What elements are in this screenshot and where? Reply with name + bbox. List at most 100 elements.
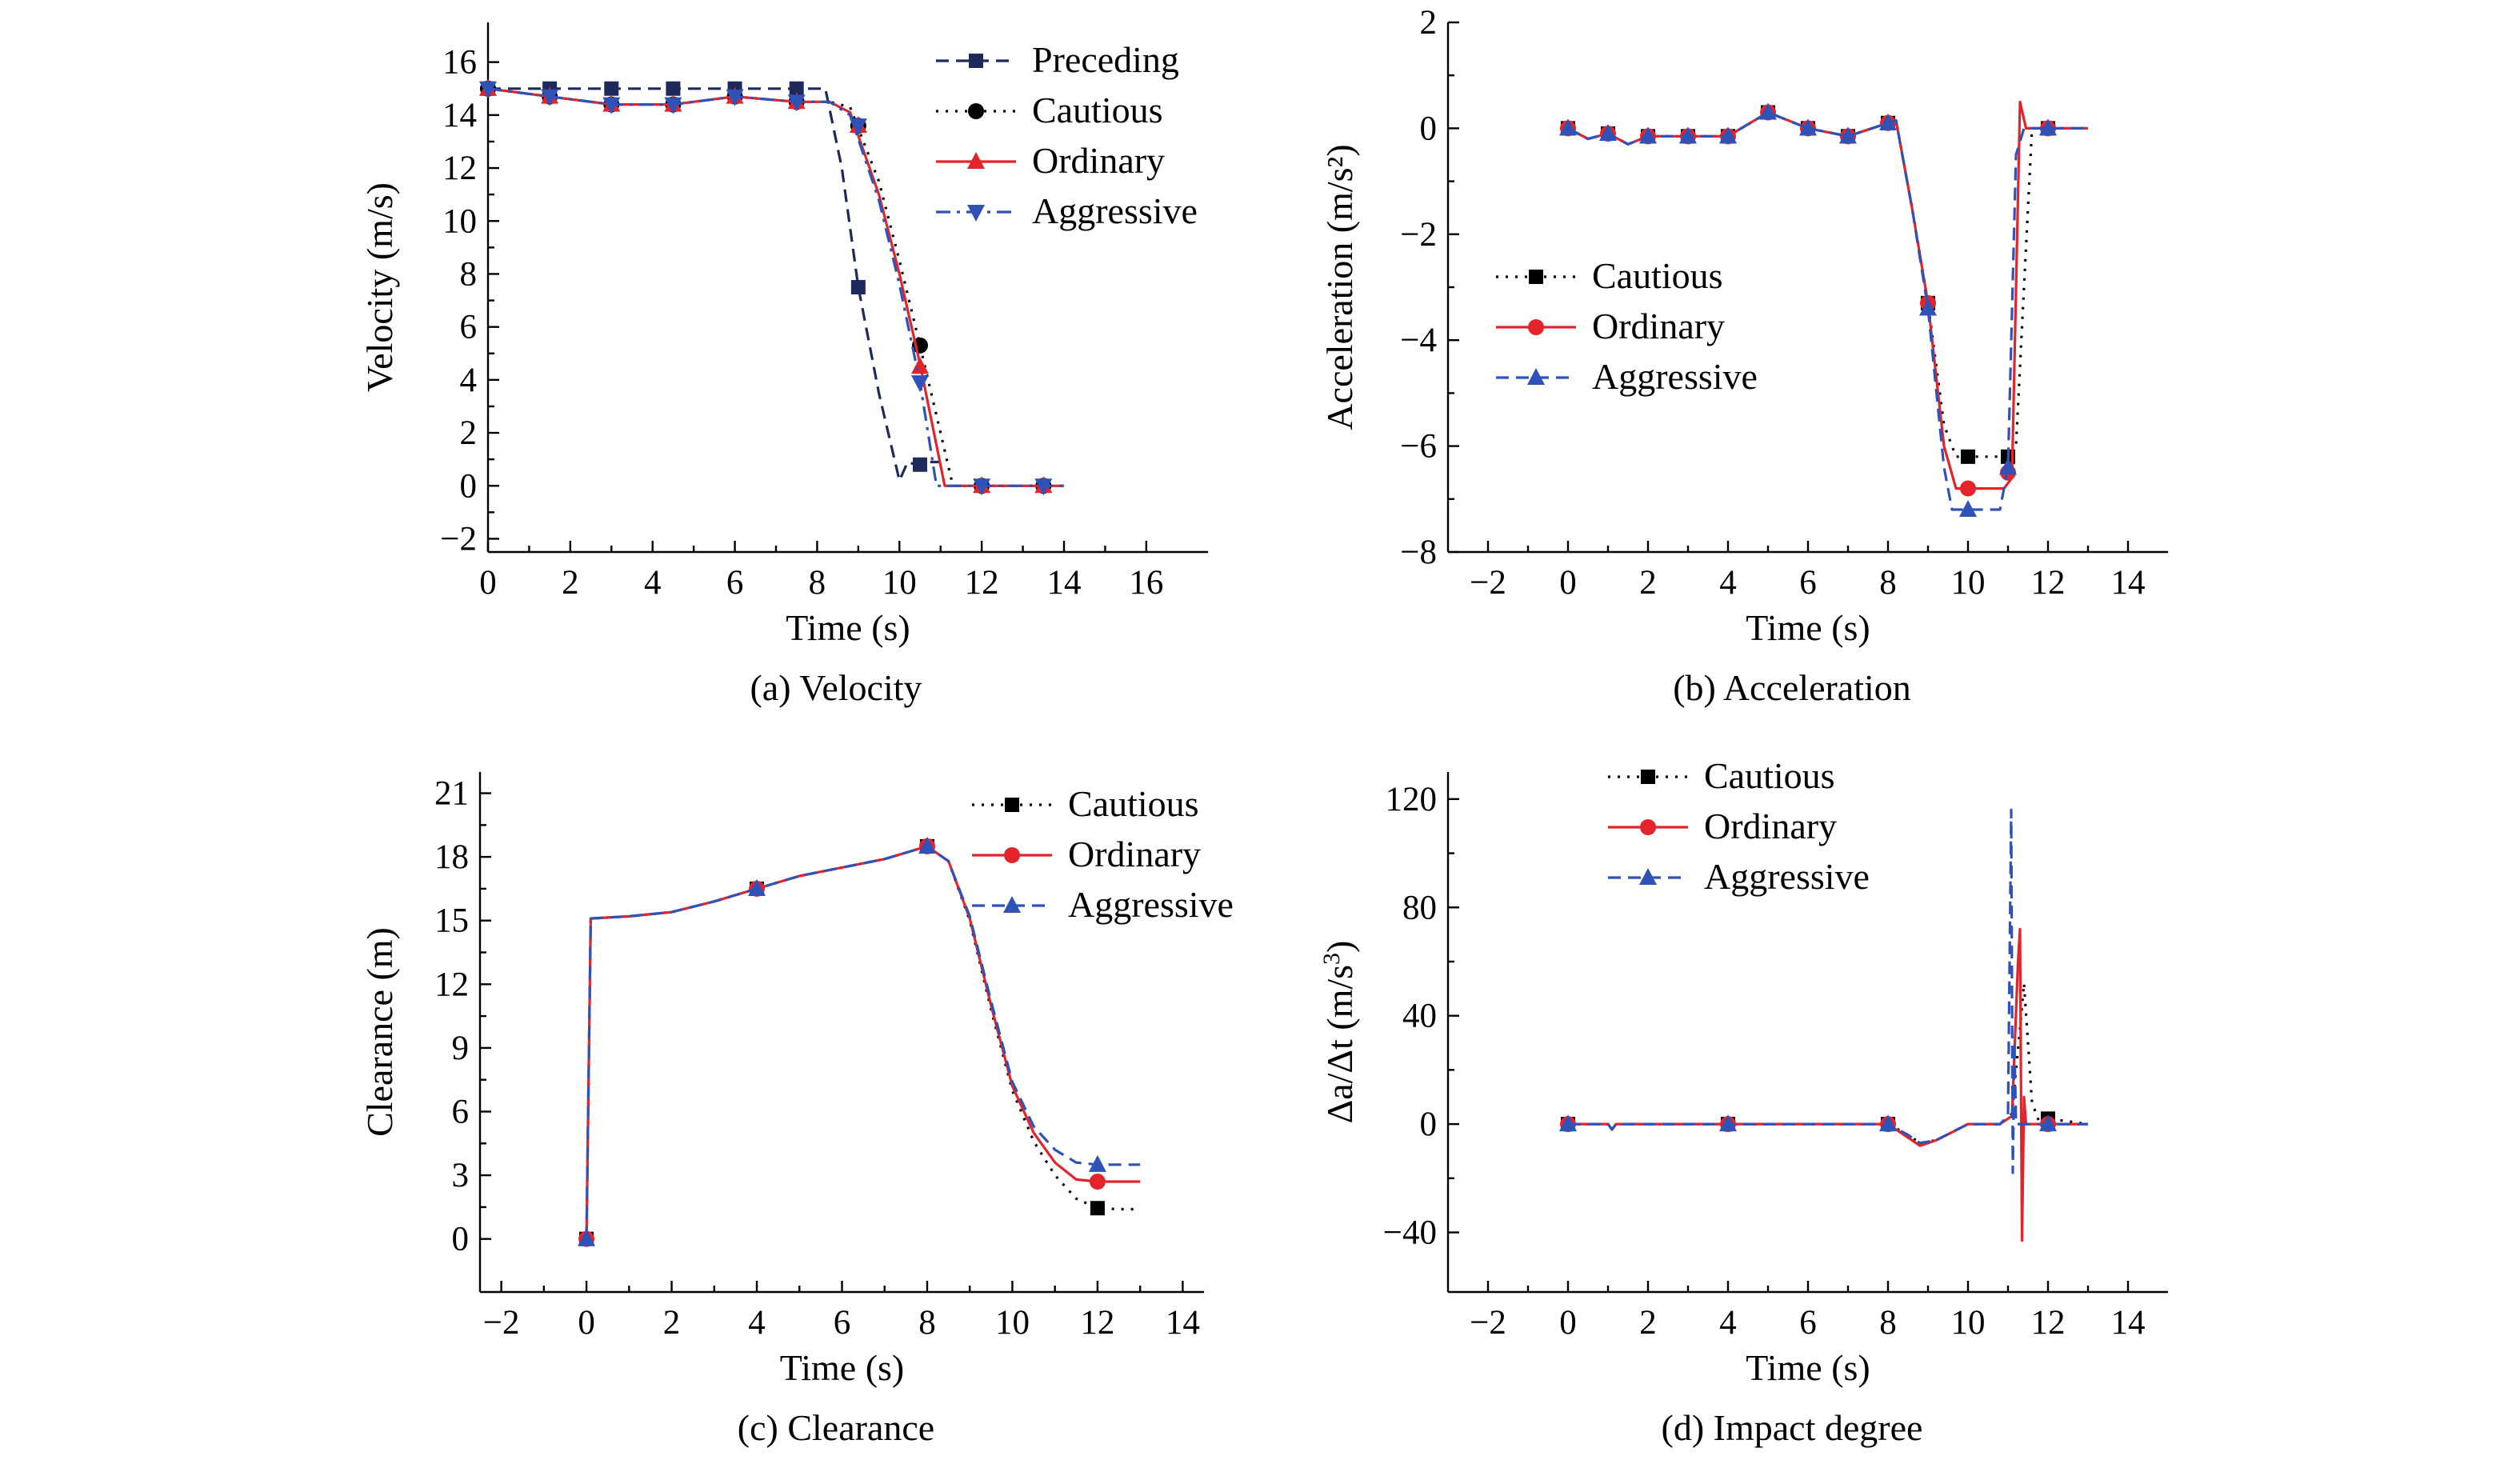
y-tick-label: 120 (1386, 781, 1438, 818)
x-tick-label: 4 (644, 564, 662, 602)
legend-label: Ordinary (1592, 306, 1725, 346)
x-tick-label: 8 (809, 564, 826, 602)
y-tick-label: 21 (434, 775, 469, 813)
data-point (1961, 449, 1975, 464)
legend-label: Ordinary (1704, 806, 1837, 846)
x-tick-label: 14 (1166, 1304, 1200, 1342)
data-point (1089, 1174, 1106, 1190)
data-point (911, 375, 929, 393)
y-tick-label: 0 (1420, 1106, 1438, 1143)
legend-marker (1527, 368, 1545, 385)
series-line (488, 87, 941, 482)
legend-entry: Cautious (972, 783, 1199, 824)
legend-label: Aggressive (1068, 884, 1234, 925)
y-tick-label: −8 (1400, 534, 1437, 571)
data-point (918, 836, 936, 854)
data-point (1999, 458, 2017, 475)
data-point (604, 81, 619, 96)
y-tick-label: 0 (1420, 110, 1438, 147)
legend-label: Cautious (1704, 755, 1835, 796)
data-point (479, 81, 497, 98)
x-tick-label: 0 (479, 564, 497, 602)
y-tick-label: 12 (434, 966, 469, 1003)
legend-entry: Aggressive (972, 884, 1234, 925)
data-point (1559, 1114, 1577, 1132)
x-tick-label: 10 (882, 564, 917, 602)
legend-entry: Cautious (1496, 255, 1723, 296)
legend-label: Cautious (1068, 783, 1199, 824)
x-tick-label: 6 (726, 564, 744, 602)
y-axis-label-main: Δa/Δt (m/s (1319, 965, 1360, 1123)
y-tick-label: 2 (460, 414, 478, 452)
series-line (585, 845, 1141, 1239)
x-tick-label: 14 (1047, 564, 1082, 602)
x-tick-label: 6 (834, 1304, 851, 1342)
y-tick-label: 6 (460, 309, 478, 346)
chart-acceleration: −2 0 2 4 6 8 10 12 14 −8 −6 −4 −2 0 2 Time (s) Accelerat… (1319, 4, 2168, 708)
y-tick-label: −2 (1400, 216, 1437, 254)
legend-label: Ordinary (1068, 834, 1201, 874)
legend-marker (968, 103, 984, 119)
series-aggressive (1559, 808, 2088, 1174)
data-point (666, 81, 681, 96)
y-tick-label: 40 (1402, 998, 1437, 1035)
data-point (1599, 124, 1617, 142)
x-tick-label: 4 (1719, 1304, 1737, 1342)
legend-marker (1003, 896, 1021, 913)
y-tick-label: 6 (452, 1093, 470, 1130)
chart-caption: (c) Clearance (738, 1407, 934, 1448)
x-axis-label: Time (s) (1746, 607, 1870, 648)
data-point (849, 118, 867, 136)
y-tick-label: −40 (1383, 1214, 1437, 1252)
chart-caption: (d) Impact degree (1662, 1407, 1923, 1448)
y-tick-label: 0 (452, 1221, 470, 1258)
series-line (1568, 927, 2088, 1242)
legend-entry: Preceding (936, 39, 1179, 80)
legend-marker (1640, 819, 1656, 835)
y-tick-label: 12 (442, 150, 477, 187)
y-tick-label: 80 (1402, 889, 1437, 926)
x-tick-label: 12 (2031, 1304, 2066, 1342)
series-cautious (579, 838, 1141, 1246)
legend-label: Preceding (1032, 39, 1179, 80)
y-tick-label: 4 (460, 362, 478, 399)
x-tick-label: 8 (918, 1304, 936, 1342)
legend-label: Ordinary (1032, 140, 1165, 181)
legend-entry: Aggressive (936, 190, 1198, 231)
x-tick-label: 6 (1799, 1304, 1817, 1342)
data-point (664, 97, 682, 114)
data-point (911, 357, 929, 374)
series-line (487, 87, 1064, 487)
y-tick-label: 14 (442, 97, 477, 134)
y-tick-label: −4 (1400, 322, 1437, 359)
series-line (585, 845, 1141, 1239)
series-line (487, 87, 1064, 487)
y-tick-label: 15 (434, 902, 469, 940)
x-tick-label: 8 (1879, 564, 1897, 602)
series-aggressive (578, 836, 1141, 1246)
legend-label: Cautious (1032, 90, 1163, 130)
x-tick-label: 6 (1799, 564, 1817, 602)
y-tick-label: 0 (460, 467, 478, 505)
series-line (585, 845, 1141, 1239)
x-tick-label: 12 (1080, 1304, 1114, 1342)
legend-label: Aggressive (1032, 190, 1198, 231)
series-ordinary (479, 78, 1064, 494)
legend-entry: Aggressive (1496, 356, 1758, 397)
legend-entry: Ordinary (936, 140, 1165, 181)
x-tick-label: 12 (965, 564, 999, 602)
y-axis-label-superscript: 3 (1318, 953, 1345, 965)
data-point (1879, 113, 1897, 130)
legend-marker (967, 152, 985, 169)
legend-marker (967, 205, 985, 222)
legend-entry: Cautious (936, 90, 1163, 130)
x-axis-label: Time (s) (786, 607, 910, 648)
x-tick-label: 16 (1129, 564, 1163, 602)
x-tick-label: −2 (483, 1304, 520, 1342)
legend-label: Cautious (1592, 255, 1723, 296)
x-tick-label: 14 (2111, 1304, 2146, 1342)
x-axis-label: Time (s) (780, 1347, 905, 1388)
x-tick-label: 0 (1559, 564, 1577, 602)
series-preceding (481, 81, 941, 482)
